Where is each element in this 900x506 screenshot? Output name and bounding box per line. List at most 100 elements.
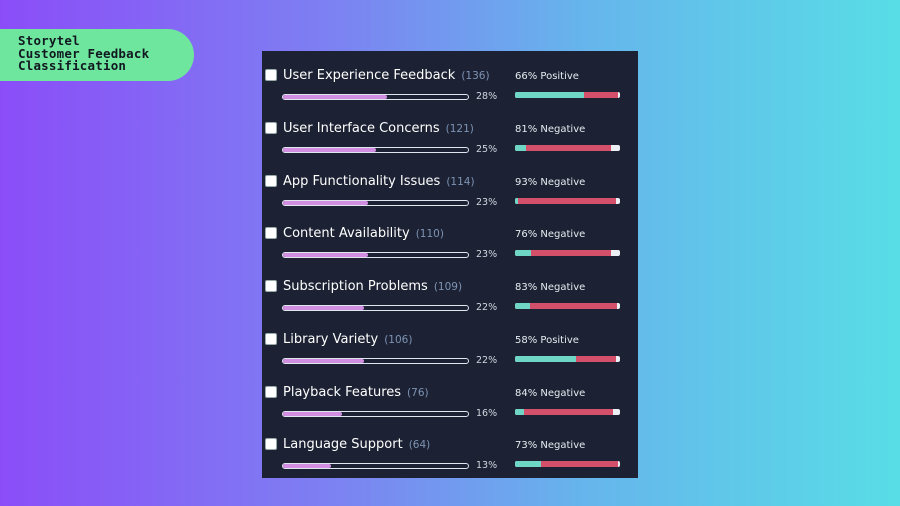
sentiment-positive-segment bbox=[515, 303, 530, 309]
sentiment-positive-segment bbox=[515, 250, 531, 256]
share-bar bbox=[282, 147, 469, 153]
share-bar-fill bbox=[283, 412, 343, 416]
category-name: Subscription Problems (109) bbox=[283, 279, 462, 294]
sentiment-positive-segment bbox=[515, 409, 525, 415]
category-label: User Experience Feedback bbox=[283, 68, 456, 83]
category-label: Content Availability bbox=[283, 226, 410, 241]
sentiment-bar bbox=[515, 409, 620, 415]
sentiment-bar bbox=[515, 461, 620, 467]
share-bar-fill bbox=[283, 464, 332, 468]
share-percent: 23% bbox=[476, 249, 498, 260]
sentiment-negative-segment bbox=[541, 461, 618, 467]
share-bar-fill bbox=[283, 95, 387, 99]
share-percent: 25% bbox=[476, 144, 498, 155]
share-bar bbox=[282, 94, 469, 100]
category-count: (110) bbox=[415, 228, 444, 240]
category-row: Content Availability (110) 23% 76% Negative bbox=[262, 217, 638, 269]
share-percent: 23% bbox=[476, 197, 498, 208]
sentiment-label: 84% Negative bbox=[515, 388, 586, 399]
category-row: Library Variety (106) 22% 58% Positive bbox=[262, 323, 638, 375]
share-bar bbox=[282, 463, 469, 469]
sentiment-label: 58% Positive bbox=[515, 335, 579, 346]
title-badge: Storytel Customer Feedback Classificatio… bbox=[0, 29, 194, 81]
sentiment-bar bbox=[515, 198, 620, 204]
feedback-category-panel: User Experience Feedback (136) 28% 66% Posi… bbox=[262, 51, 638, 478]
category-checkbox[interactable] bbox=[265, 386, 277, 398]
share-bar-fill bbox=[283, 148, 376, 152]
category-label: Language Support bbox=[283, 437, 403, 452]
sentiment-positive-segment bbox=[515, 92, 585, 98]
share-percent: 22% bbox=[476, 302, 498, 313]
sentiment-negative-segment bbox=[518, 198, 616, 204]
category-row: App Functionality Issues (114) 23% 93% Nega… bbox=[262, 165, 638, 217]
category-row: Language Support (64) 13% 73% Negative bbox=[262, 428, 638, 480]
category-row: Subscription Problems (109) 22% 83% Negativ… bbox=[262, 270, 638, 322]
category-count: (121) bbox=[445, 123, 474, 135]
category-checkbox[interactable] bbox=[265, 69, 277, 81]
category-name: Language Support (64) bbox=[283, 437, 430, 452]
sentiment-positive-segment bbox=[515, 356, 576, 362]
sentiment-bar bbox=[515, 145, 620, 151]
share-bar bbox=[282, 252, 469, 258]
category-count: (136) bbox=[461, 70, 490, 82]
share-percent: 22% bbox=[476, 355, 498, 366]
sentiment-positive-segment bbox=[515, 461, 542, 467]
title-line-1: Storytel bbox=[18, 33, 80, 48]
category-label: Library Variety bbox=[283, 332, 379, 347]
share-bar bbox=[282, 305, 469, 311]
sentiment-bar bbox=[515, 250, 620, 256]
sentiment-label: 81% Negative bbox=[515, 124, 586, 135]
category-row: User Interface Concerns (121) 25% 81% Negat… bbox=[262, 112, 638, 164]
category-row: User Experience Feedback (136) 28% 66% Posi… bbox=[262, 59, 638, 111]
sentiment-negative-segment bbox=[525, 145, 611, 151]
sentiment-label: 76% Negative bbox=[515, 229, 586, 240]
sentiment-label: 83% Negative bbox=[515, 282, 586, 293]
category-count: (109) bbox=[433, 281, 463, 293]
category-label: User Interface Concerns bbox=[283, 121, 440, 136]
sentiment-negative-segment bbox=[575, 356, 616, 362]
share-bar-fill bbox=[283, 359, 365, 363]
sentiment-label: 73% Negative bbox=[515, 440, 586, 451]
share-percent: 13% bbox=[476, 460, 498, 471]
title-line-2: Customer Feedback bbox=[18, 45, 150, 61]
sentiment-label: 93% Negative bbox=[515, 177, 586, 188]
category-checkbox[interactable] bbox=[265, 227, 277, 239]
sentiment-negative-segment bbox=[584, 92, 618, 98]
sentiment-bar bbox=[515, 356, 620, 362]
category-name: User Experience Feedback (136) bbox=[283, 68, 490, 83]
category-label: Playback Features bbox=[283, 385, 402, 400]
category-label: App Functionality Issues bbox=[283, 174, 441, 189]
category-name: App Functionality Issues (114) bbox=[283, 174, 475, 189]
category-checkbox[interactable] bbox=[265, 175, 277, 187]
category-name: Content Availability (110) bbox=[283, 226, 444, 241]
category-checkbox[interactable] bbox=[265, 438, 277, 450]
category-count: (76) bbox=[407, 387, 429, 399]
sentiment-positive-segment bbox=[515, 198, 519, 204]
sentiment-negative-segment bbox=[529, 303, 617, 309]
sentiment-label: 66% Positive bbox=[515, 71, 579, 82]
share-bar-fill bbox=[283, 253, 369, 257]
share-percent: 16% bbox=[476, 408, 498, 419]
category-count: (114) bbox=[446, 176, 475, 188]
category-name: Playback Features (76) bbox=[283, 385, 429, 400]
sentiment-positive-segment bbox=[515, 145, 526, 151]
share-bar bbox=[282, 200, 469, 206]
sentiment-negative-segment bbox=[530, 250, 611, 256]
category-count: (106) bbox=[384, 334, 413, 346]
category-checkbox[interactable] bbox=[265, 122, 277, 134]
share-bar bbox=[282, 358, 469, 364]
category-count: (64) bbox=[408, 439, 431, 451]
category-checkbox[interactable] bbox=[265, 333, 277, 345]
category-name: User Interface Concerns (121) bbox=[283, 121, 474, 136]
category-checkbox[interactable] bbox=[265, 280, 277, 292]
category-row: Playback Features (76) 16% 84% Negative bbox=[262, 376, 638, 428]
title-line-3: Classification bbox=[18, 58, 127, 73]
share-bar bbox=[282, 411, 469, 417]
share-bar-fill bbox=[283, 306, 365, 310]
share-bar-fill bbox=[283, 201, 369, 205]
sentiment-bar bbox=[515, 303, 620, 309]
category-name: Library Variety (106) bbox=[283, 332, 412, 347]
category-label: Subscription Problems bbox=[283, 279, 428, 294]
sentiment-negative-segment bbox=[524, 409, 613, 415]
sentiment-bar bbox=[515, 92, 620, 98]
